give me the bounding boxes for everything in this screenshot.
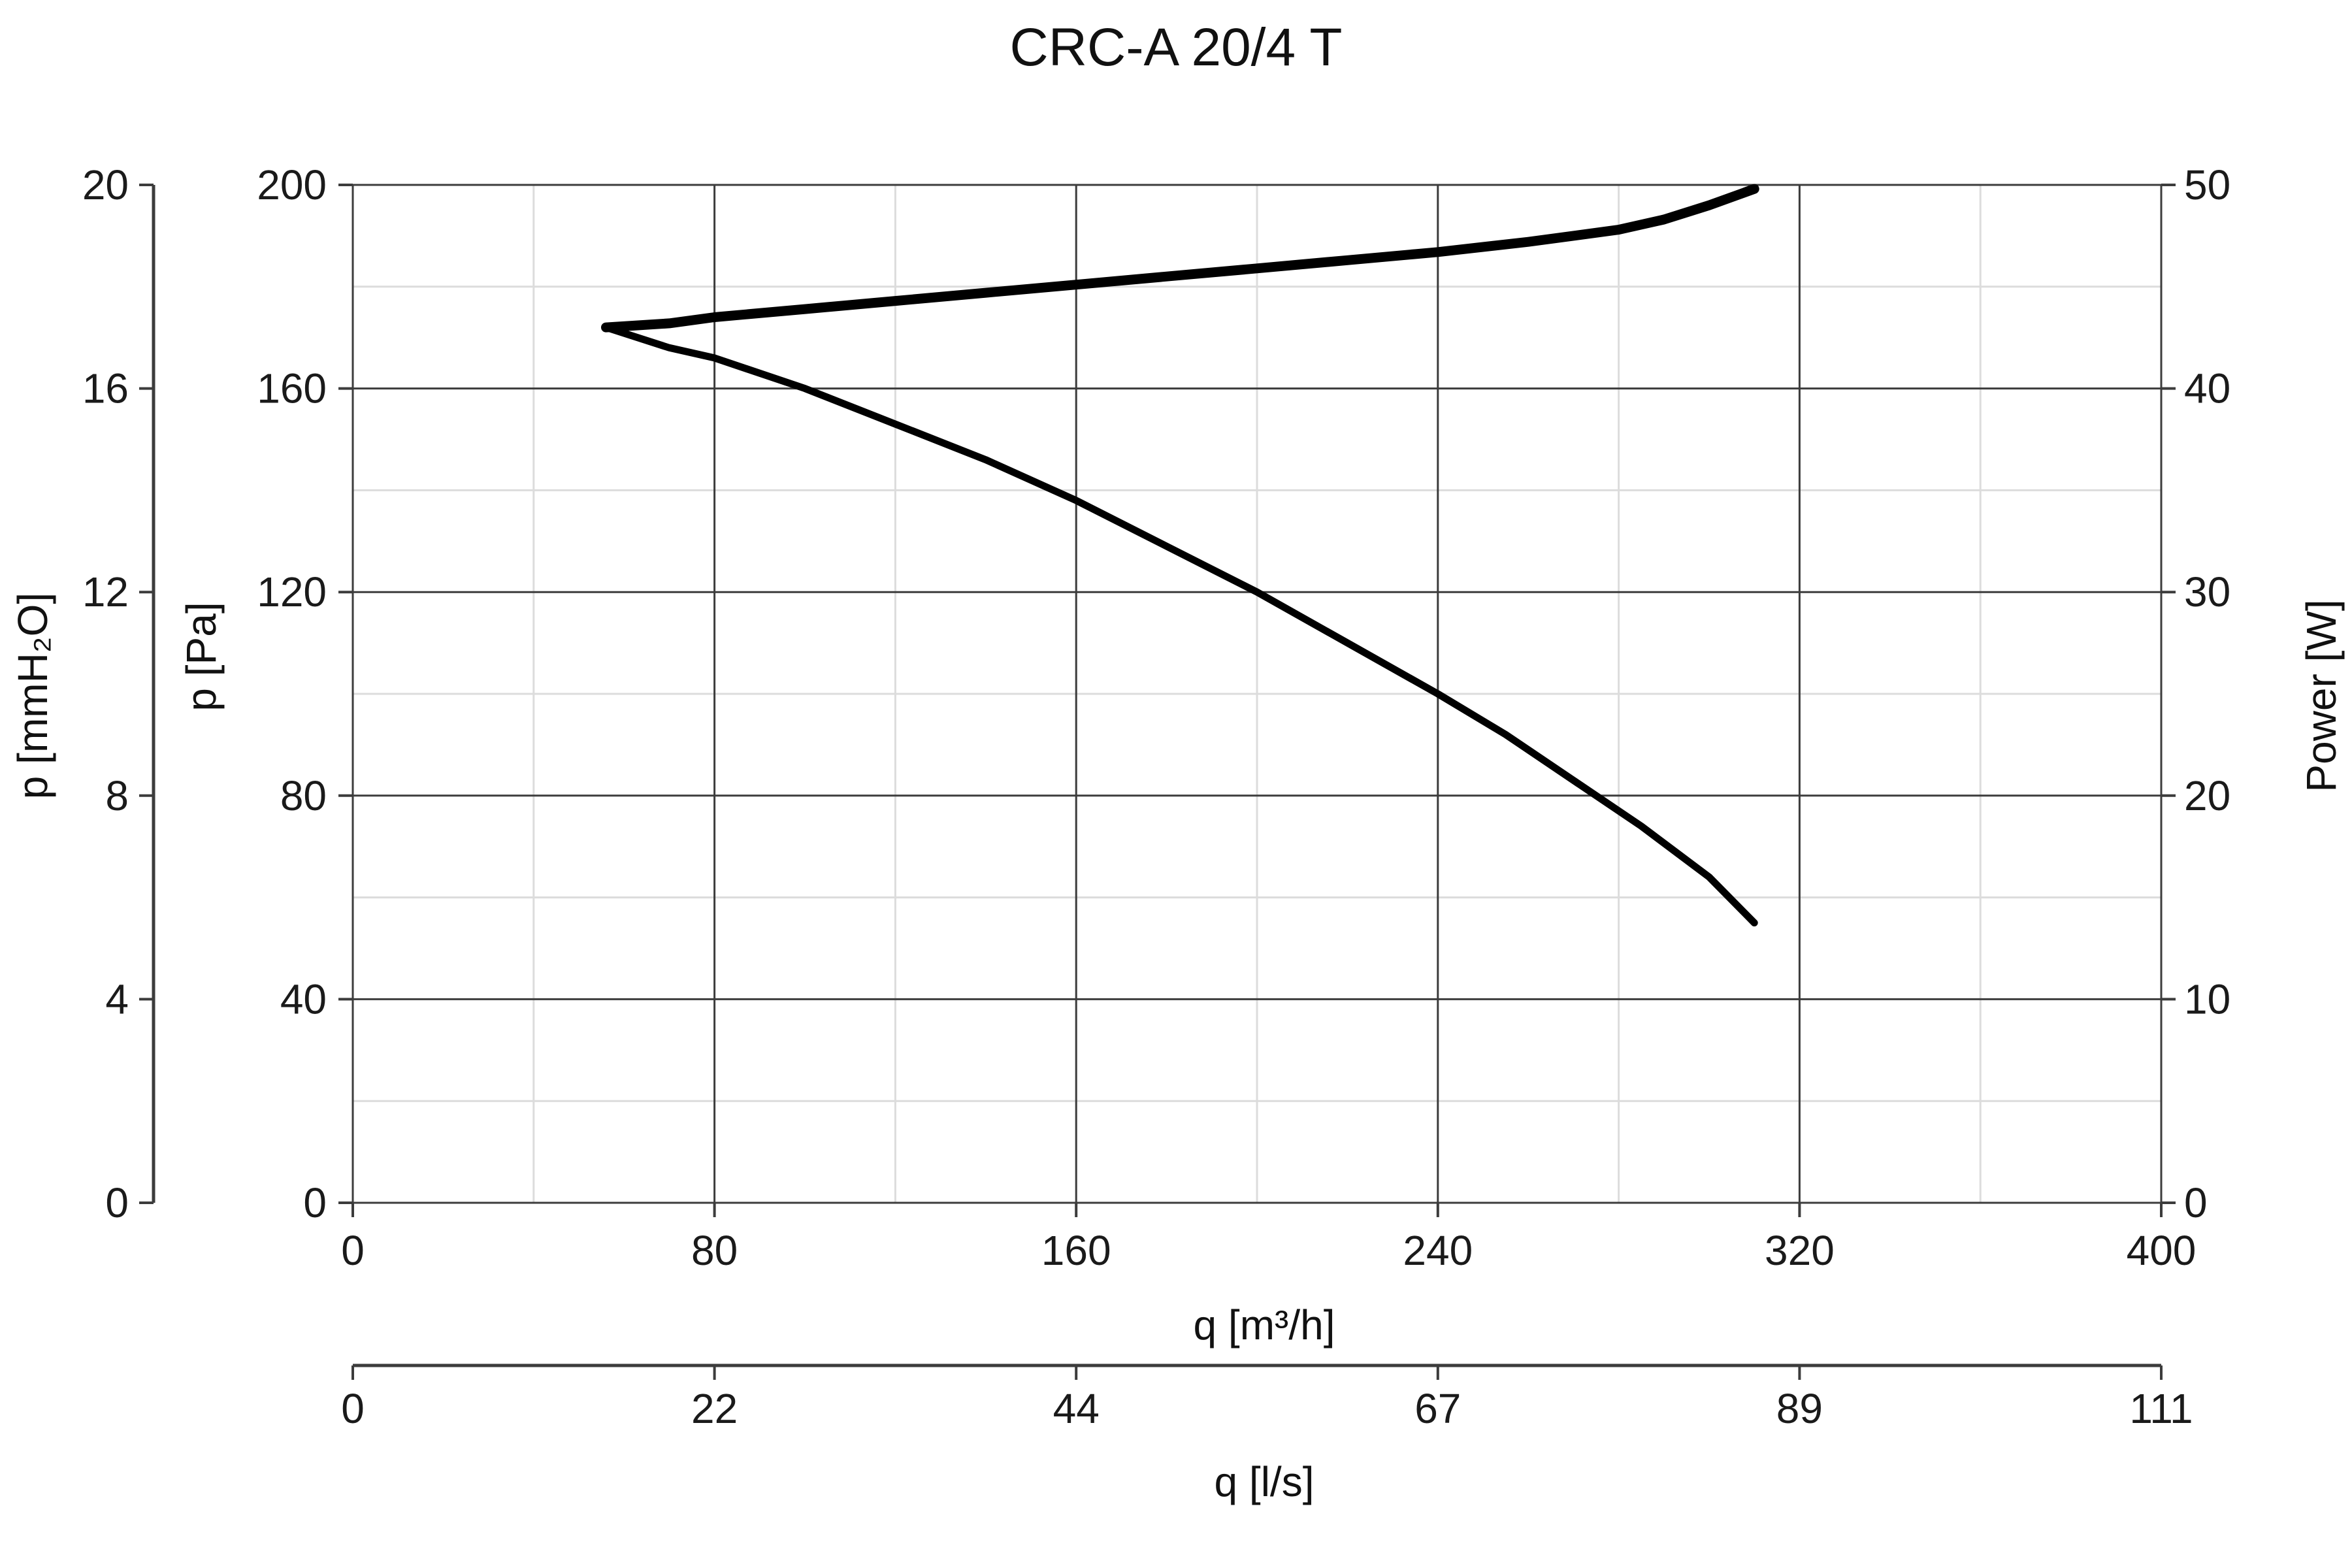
y-tick-label: 120	[257, 568, 327, 615]
x2-tick-label: 111	[2129, 1385, 2193, 1432]
x-tick-label: 160	[1041, 1227, 1111, 1274]
y-outer-tick-label: 20	[82, 161, 129, 208]
x-axis-title: q [m³/h]	[1194, 1301, 1335, 1348]
y-right-tick-label: 50	[2184, 161, 2230, 208]
y-tick-label: 200	[257, 161, 327, 208]
y-right-axis-title: Power [W]	[2298, 599, 2345, 792]
y-right-tick-label: 0	[2184, 1179, 2208, 1226]
y-tick-label: 160	[257, 365, 327, 412]
y-right-tick-label: 40	[2184, 365, 2230, 412]
pressure-curve-line	[602, 323, 1758, 926]
x2-tick-label: 44	[1053, 1385, 1100, 1432]
x-tick-label: 0	[341, 1227, 365, 1274]
power-curve-line	[601, 184, 1759, 333]
y-outer-tick-label: 8	[105, 772, 129, 819]
y-tick-label: 0	[303, 1179, 327, 1226]
y-axis-title: p [Pa]	[178, 602, 225, 711]
x-tick-label: 80	[691, 1227, 738, 1274]
data-series	[601, 184, 1759, 926]
y-outer-tick-label: 16	[82, 365, 129, 412]
x-tick-label: 400	[2127, 1227, 2197, 1274]
axes	[139, 184, 2176, 1380]
x2-tick-label: 0	[341, 1385, 365, 1432]
y-outer-tick-label: 4	[105, 975, 129, 1022]
y-outer-axis-title: p [mmH₂O]	[9, 593, 56, 799]
x2-tick-label: 67	[1414, 1385, 1461, 1432]
y-tick-label: 40	[280, 975, 327, 1022]
y-right-tick-label: 10	[2184, 975, 2230, 1022]
x-tick-label: 240	[1403, 1227, 1473, 1274]
y-outer-tick-label: 0	[105, 1179, 129, 1226]
minor-gridlines	[353, 185, 2161, 1203]
y-tick-label: 80	[280, 772, 327, 819]
x2-axis-title: q [l/s]	[1215, 1458, 1315, 1505]
y-outer-tick-label: 12	[82, 568, 129, 615]
x2-tick-label: 89	[1776, 1385, 1823, 1432]
chart-title: CRC-A 20/4 T	[1010, 18, 1343, 77]
y-right-tick-label: 30	[2184, 568, 2230, 615]
x-tick-label: 320	[1765, 1227, 1835, 1274]
y-right-tick-label: 20	[2184, 772, 2230, 819]
x2-tick-label: 22	[691, 1385, 738, 1432]
